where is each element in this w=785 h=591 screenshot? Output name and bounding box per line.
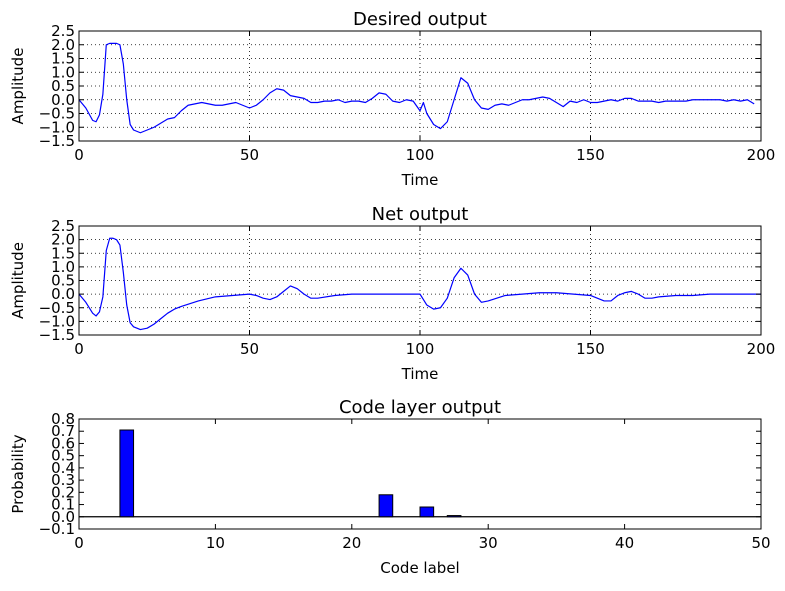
x-tick-label: 40 bbox=[615, 534, 634, 552]
x-tick-label: 150 bbox=[576, 146, 605, 164]
x-tick-label: 20 bbox=[342, 534, 361, 552]
y-tick-label: −0.1 bbox=[39, 520, 75, 538]
y-tick-label: −0.5 bbox=[39, 299, 75, 317]
series-line-0 bbox=[78, 237, 761, 331]
x-tick-label: 0 bbox=[74, 534, 84, 552]
y-tick-label: −1.5 bbox=[39, 132, 75, 150]
bar bbox=[419, 506, 435, 518]
y-tick-label: 0.1 bbox=[51, 496, 75, 514]
y-tick-label: 0.0 bbox=[51, 508, 75, 526]
y-tick-label: −1.0 bbox=[39, 118, 75, 136]
chart-title: Desired output bbox=[353, 9, 487, 30]
y-tick-label: 2.5 bbox=[51, 22, 75, 40]
bar bbox=[378, 494, 394, 518]
y-tick-label: 0.0 bbox=[51, 285, 75, 303]
y-axis-label: Amplitude bbox=[9, 48, 27, 125]
y-tick-label: 0.0 bbox=[51, 91, 75, 109]
y-tick-label: 2.5 bbox=[51, 217, 75, 235]
chart-title: Code layer output bbox=[339, 397, 501, 418]
y-tick-label: 0.5 bbox=[51, 77, 75, 95]
x-tick-label: 200 bbox=[747, 146, 776, 164]
x-tick-label: 150 bbox=[576, 340, 605, 358]
y-tick-label: 0.3 bbox=[51, 471, 75, 489]
x-tick-label: 50 bbox=[240, 340, 259, 358]
y-axis-label: Amplitude bbox=[9, 242, 27, 319]
x-tick-label: 0 bbox=[74, 340, 84, 358]
x-tick-label: 0 bbox=[74, 146, 84, 164]
chart-panel-2: 0 10 20 30 40 50 −0.10.00.10.20.30.40.50.60.70… bbox=[9, 397, 771, 577]
x-axis-label: Time bbox=[401, 365, 439, 383]
plot-frame bbox=[78, 418, 762, 530]
y-tick-label: 0.6 bbox=[51, 434, 75, 452]
y-tick-label: 0.8 bbox=[51, 410, 75, 428]
x-tick-label: 100 bbox=[406, 146, 435, 164]
y-tick-label: 0.5 bbox=[51, 272, 75, 290]
y-tick-label: 2.0 bbox=[51, 36, 75, 54]
y-tick-label: −1.0 bbox=[39, 312, 75, 330]
x-axis-label: Code label bbox=[380, 559, 459, 577]
series-line-0 bbox=[78, 42, 755, 134]
y-tick-label: 1.0 bbox=[51, 63, 75, 81]
x-tick-label: 50 bbox=[240, 146, 259, 164]
x-tick-label: 100 bbox=[406, 340, 435, 358]
y-tick-label: 0.2 bbox=[51, 483, 75, 501]
chart-panel-1: 0 50 100 150 200 −1.5−1.0−0.50.00.51.01.52.02… bbox=[9, 204, 775, 383]
x-axis-label: Time bbox=[401, 171, 439, 189]
x-tick-label: 10 bbox=[206, 534, 225, 552]
chart-title: Net output bbox=[372, 204, 469, 225]
y-tick-label: 1.0 bbox=[51, 258, 75, 276]
y-tick-label: 1.5 bbox=[51, 50, 75, 68]
bar bbox=[446, 515, 462, 518]
y-tick-label: −1.5 bbox=[39, 326, 75, 344]
y-tick-label: 0.7 bbox=[51, 422, 75, 440]
x-tick-label: 200 bbox=[747, 340, 776, 358]
x-tick-label: 30 bbox=[479, 534, 498, 552]
x-tick-label: 50 bbox=[751, 534, 770, 552]
y-tick-label: 2.0 bbox=[51, 231, 75, 249]
y-axis-label: Probability bbox=[9, 434, 27, 513]
y-tick-label: 0.5 bbox=[51, 447, 75, 465]
y-tick-label: 1.5 bbox=[51, 244, 75, 262]
y-tick-label: −0.5 bbox=[39, 105, 75, 123]
chart-panel-0: 0 50 100 150 200 −1.5−1.0−0.50.00.51.01.52.02… bbox=[9, 9, 775, 189]
y-tick-label: 0.4 bbox=[51, 459, 75, 477]
bar bbox=[119, 429, 135, 518]
